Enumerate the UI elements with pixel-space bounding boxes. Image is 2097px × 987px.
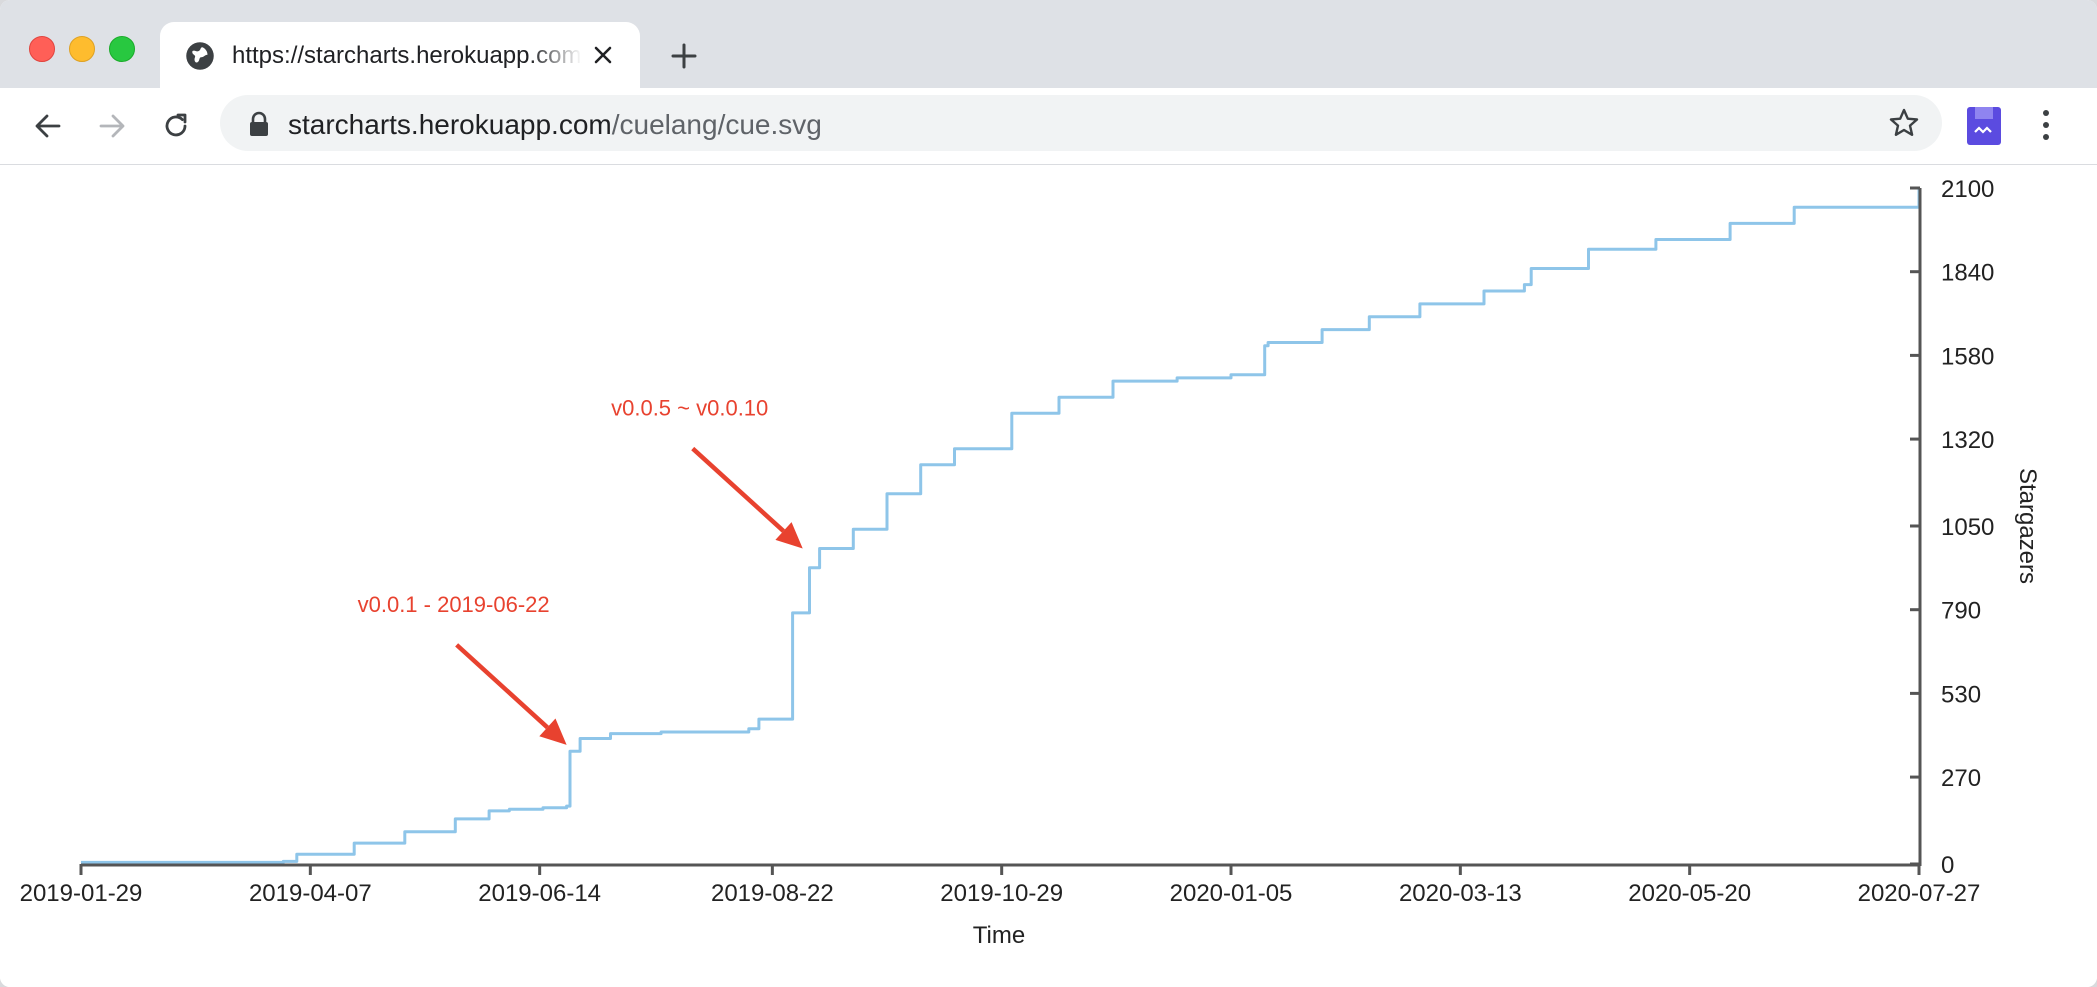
minimize-window-button[interactable] bbox=[69, 36, 95, 62]
tab-title: https://starcharts.herokuapp.com/cuelang… bbox=[232, 42, 582, 69]
annotation-label: v0.0.5 ~ v0.0.10 bbox=[611, 396, 768, 421]
x-tick-label: 2019-01-29 bbox=[20, 880, 143, 907]
y-tick-label: 0 bbox=[1941, 852, 1954, 879]
x-tick-label: 2019-04-07 bbox=[249, 880, 372, 907]
globe-icon bbox=[186, 42, 214, 70]
new-tab-icon[interactable] bbox=[670, 42, 698, 70]
annotation-arrow-shaft bbox=[691, 446, 785, 533]
annotation-label: v0.0.1 - 2019-06-22 bbox=[358, 592, 550, 617]
annotation-arrow-shaft bbox=[455, 643, 549, 730]
x-tick-label: 2019-10-29 bbox=[940, 880, 1063, 907]
page-content: 2019-01-29 2019-04-07 2019-06-14 2019-08-22… bbox=[0, 165, 2097, 987]
x-tick-label: 2019-06-14 bbox=[478, 880, 601, 907]
bookmark-star-icon[interactable] bbox=[1888, 107, 1920, 139]
browser-toolbar: starcharts.herokuapp.com/cuelang/cue.svg bbox=[0, 88, 2097, 165]
x-tick-label: 2020-05-20 bbox=[1628, 880, 1751, 907]
address-bar[interactable]: starcharts.herokuapp.com/cuelang/cue.svg bbox=[220, 95, 1942, 151]
y-tick-label: 1320 bbox=[1941, 427, 1994, 454]
x-tick-label: 2020-03-13 bbox=[1399, 880, 1522, 907]
y-tick-label: 1050 bbox=[1941, 514, 1994, 541]
back-icon[interactable] bbox=[32, 110, 64, 142]
annotation-arrow-head bbox=[539, 718, 567, 745]
lock-icon[interactable] bbox=[248, 111, 270, 137]
forward-icon[interactable] bbox=[96, 110, 128, 142]
y-tick-label: 270 bbox=[1941, 765, 1981, 792]
tab-active[interactable]: https://starcharts.herokuapp.com/cuelang… bbox=[160, 22, 640, 88]
extension-icon[interactable] bbox=[1966, 106, 2002, 146]
url-host: starcharts.herokuapp.com bbox=[288, 109, 612, 140]
more-menu-icon[interactable] bbox=[2040, 108, 2052, 142]
close-tab-icon[interactable] bbox=[592, 44, 614, 66]
y-tick-label: 790 bbox=[1941, 598, 1981, 625]
x-axis-label: Time bbox=[973, 922, 1025, 949]
url-path: /cuelang/cue.svg bbox=[611, 109, 822, 140]
url-text[interactable]: starcharts.herokuapp.com/cuelang/cue.svg bbox=[288, 109, 822, 141]
y-tick-label: 1840 bbox=[1941, 260, 1994, 287]
annotation-arrow-head bbox=[775, 522, 803, 549]
y-tick-label: 2100 bbox=[1941, 176, 1994, 203]
x-tick-label: 2019-08-22 bbox=[711, 880, 834, 907]
x-tick-label: 2020-07-27 bbox=[1858, 880, 1981, 907]
close-window-button[interactable] bbox=[29, 36, 55, 62]
y-tick-label: 530 bbox=[1941, 681, 1981, 708]
y-tick-label: 1580 bbox=[1941, 343, 1994, 370]
stargazers-chart: 2019-01-29 2019-04-07 2019-06-14 2019-08-22… bbox=[20, 176, 2041, 949]
x-tick-label: 2020-01-05 bbox=[1170, 880, 1293, 907]
tab-strip: https://starcharts.herokuapp.com/cuelang… bbox=[0, 0, 2097, 88]
reload-icon[interactable] bbox=[160, 110, 192, 142]
fullscreen-window-button[interactable] bbox=[109, 36, 135, 62]
series-line-0 bbox=[81, 188, 1921, 864]
y-axis-label: Stargazers bbox=[2014, 468, 2041, 584]
